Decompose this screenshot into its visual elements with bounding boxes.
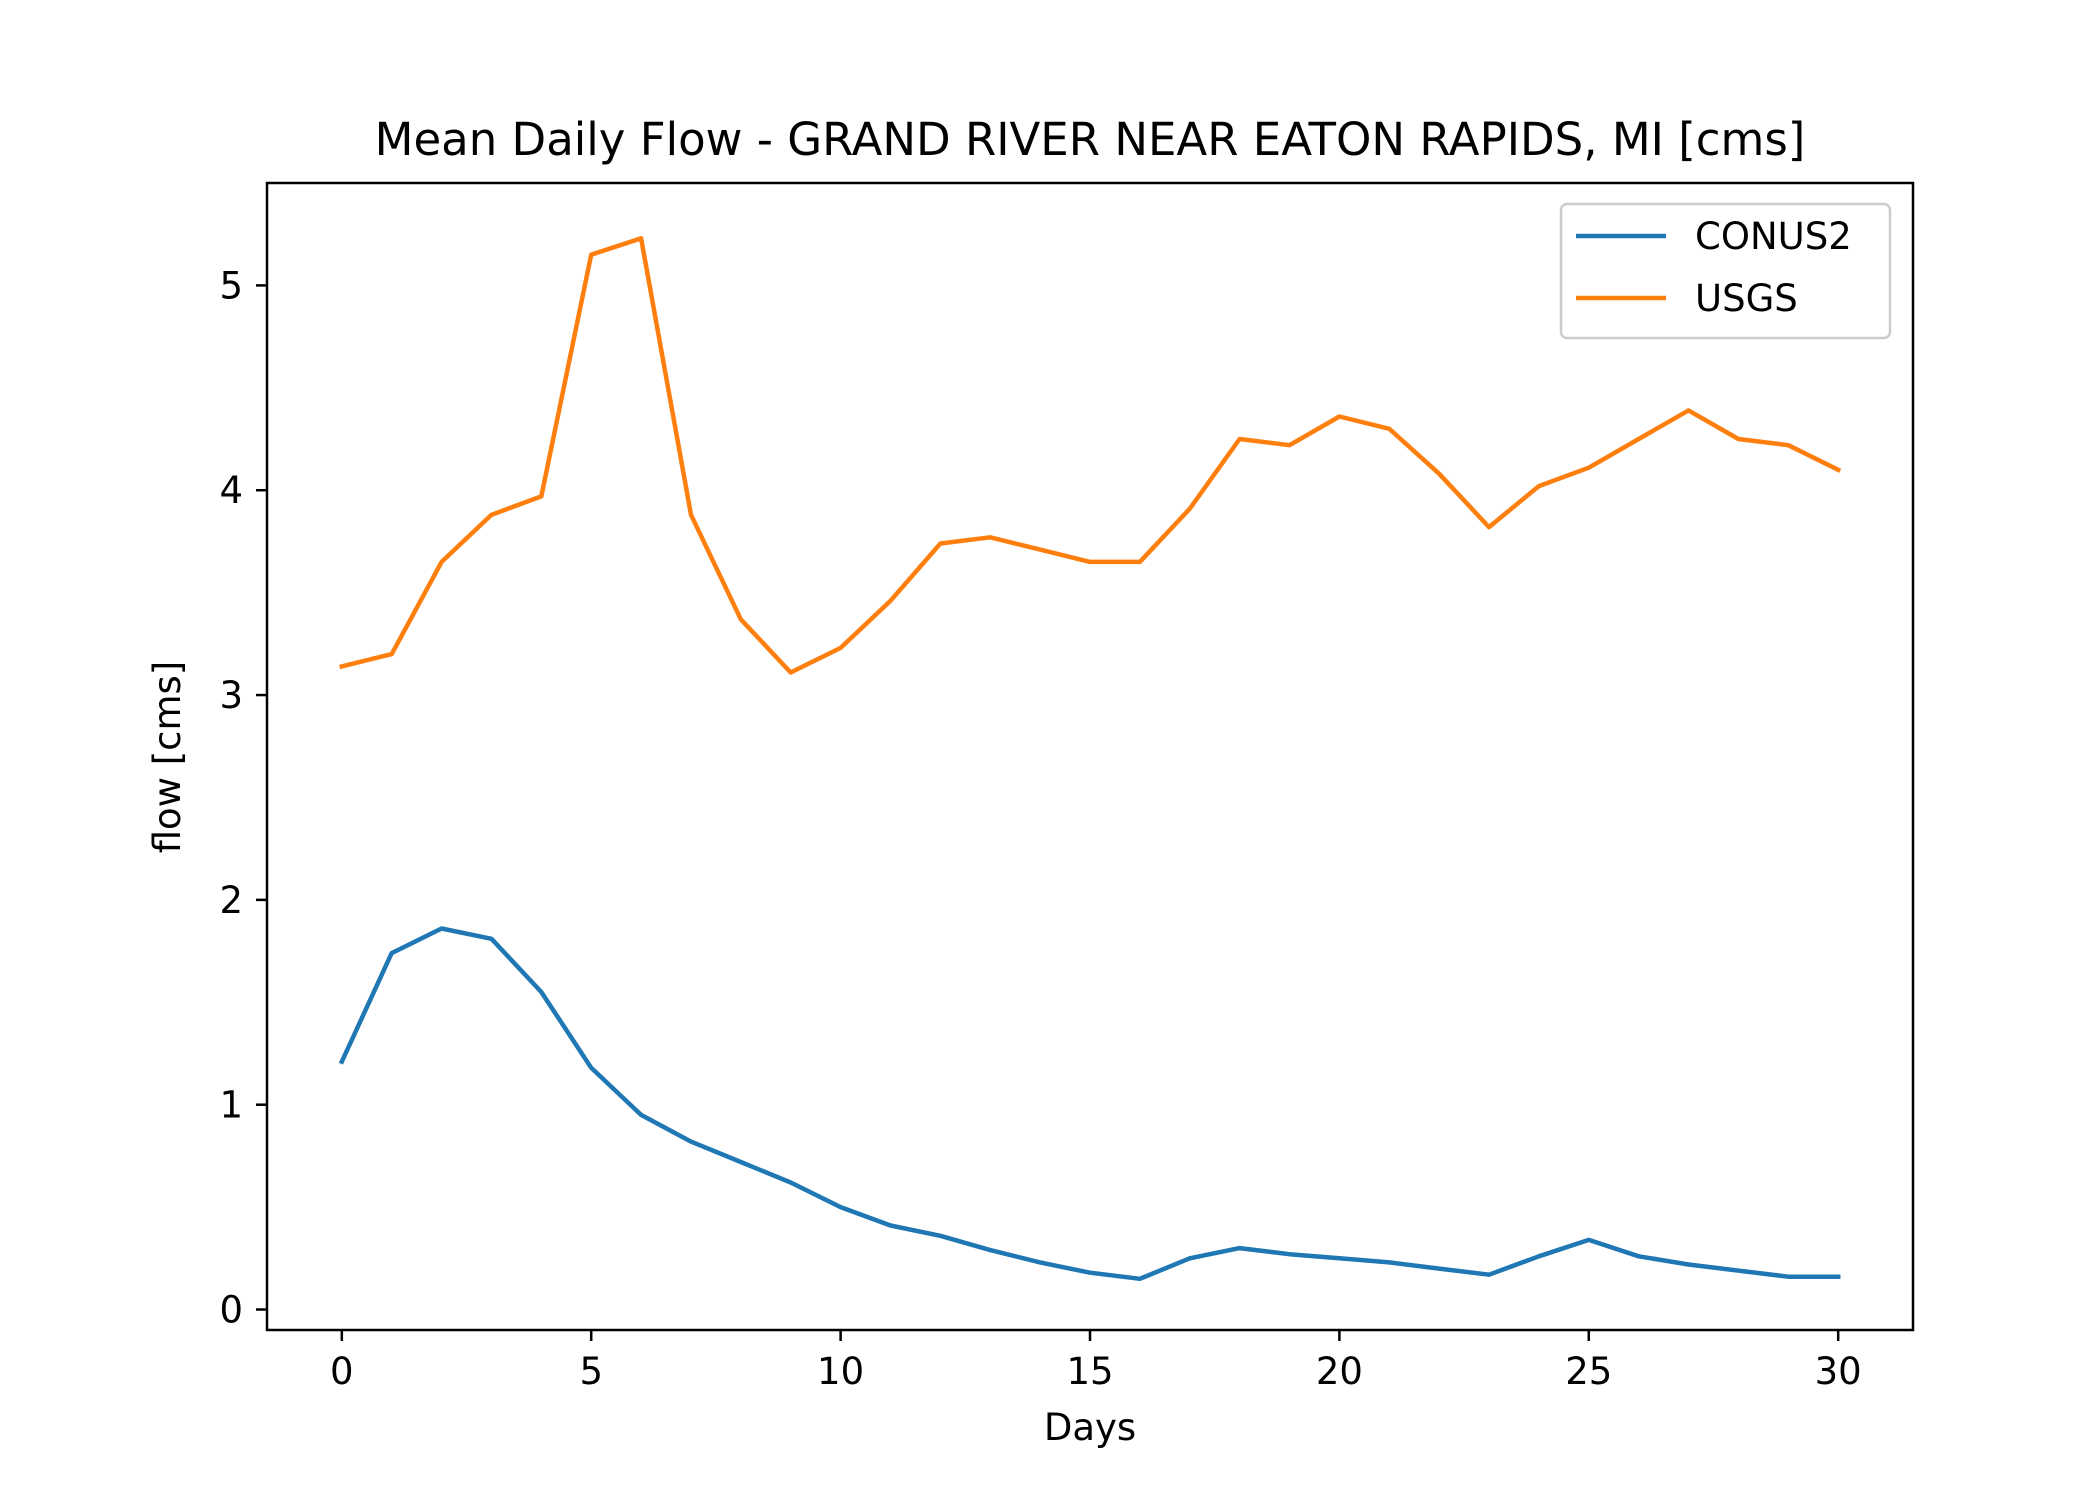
y-axis-label: flow [cms] bbox=[146, 661, 189, 854]
series-line-usgs bbox=[339, 236, 1842, 675]
x-tick-label: 30 bbox=[1815, 1350, 1862, 1393]
x-tick-label: 25 bbox=[1565, 1350, 1612, 1393]
x-axis-label: Days bbox=[1044, 1406, 1136, 1449]
chart-title: Mean Daily Flow - GRAND RIVER NEAR EATON… bbox=[375, 113, 1806, 166]
plot-area: 0 5 10 15 20 25 30 0 1 2 3 4 5 CONUS2 USGS bbox=[219, 181, 1915, 1393]
series-line-conus2 bbox=[338, 926, 1841, 1282]
x-tick-label: 0 bbox=[330, 1350, 354, 1393]
x-tick-label: 20 bbox=[1316, 1350, 1363, 1393]
y-tick-label: 3 bbox=[219, 674, 243, 717]
y-tick-label: 1 bbox=[219, 1084, 243, 1127]
x-tick-label: 10 bbox=[817, 1350, 864, 1393]
y-tick-label: 4 bbox=[219, 469, 243, 512]
x-tick-label: 5 bbox=[579, 1350, 603, 1393]
x-tick-label: 15 bbox=[1066, 1350, 1113, 1393]
legend-label-conus2: CONUS2 bbox=[1695, 215, 1852, 258]
y-tick-label: 0 bbox=[219, 1289, 243, 1332]
y-tick-label: 5 bbox=[219, 264, 243, 307]
y-tick-label: 2 bbox=[219, 879, 243, 922]
legend-label-usgs: USGS bbox=[1695, 277, 1798, 320]
